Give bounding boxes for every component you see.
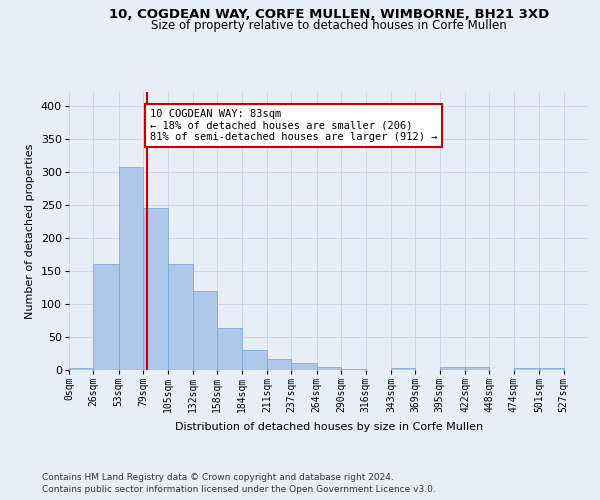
Text: Size of property relative to detached houses in Corfe Mullen: Size of property relative to detached ho… (151, 18, 506, 32)
Bar (440, 366, 465, 370)
Text: Contains HM Land Registry data © Crown copyright and database right 2024.: Contains HM Land Registry data © Crown c… (42, 472, 394, 482)
Bar (292, 364, 317, 370)
Bar (167, 264, 193, 370)
Bar (242, 350, 267, 370)
Text: 10 COGDEAN WAY: 83sqm
← 18% of detached houses are smaller (206)
81% of semi-det: 10 COGDEAN WAY: 83sqm ← 18% of detached … (150, 109, 437, 142)
Text: Distribution of detached houses by size in Corfe Mullen: Distribution of detached houses by size … (175, 422, 483, 432)
Bar (465, 368, 490, 370)
Text: Contains public sector information licensed under the Open Government Licence v3: Contains public sector information licen… (42, 485, 436, 494)
Bar (69, 368, 94, 370)
Bar (119, 167, 143, 370)
Bar (391, 368, 415, 370)
Y-axis label: Number of detached properties: Number of detached properties (25, 144, 35, 319)
Bar (94, 264, 119, 370)
Bar (217, 328, 242, 370)
Bar (514, 368, 539, 370)
Bar (267, 360, 292, 370)
Bar (143, 208, 167, 370)
Bar (193, 290, 217, 370)
Text: 10, COGDEAN WAY, CORFE MULLEN, WIMBORNE, BH21 3XD: 10, COGDEAN WAY, CORFE MULLEN, WIMBORNE,… (109, 8, 549, 20)
Bar (317, 368, 341, 370)
Bar (539, 368, 563, 370)
